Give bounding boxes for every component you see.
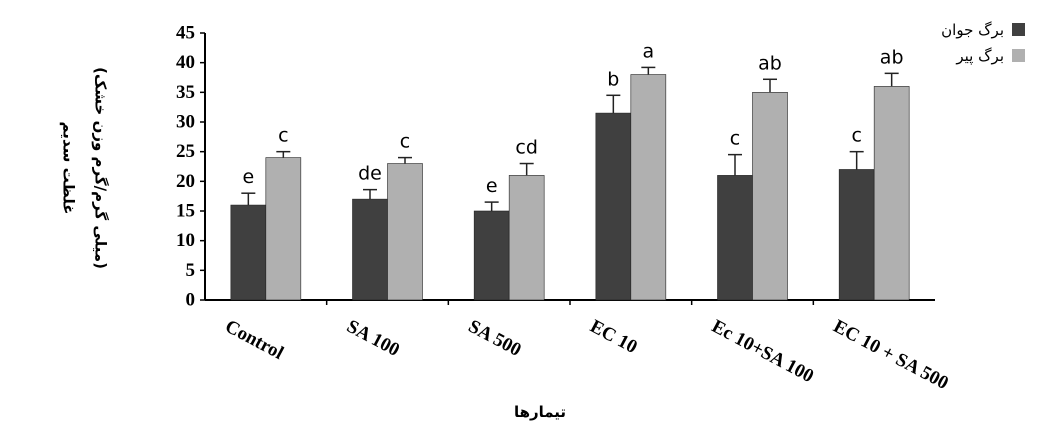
error-bars [241,66,899,211]
axes [204,33,935,301]
y-axis-ticks: 0 5 10 15 20 25 30 35 40 45 [176,23,205,311]
bar [265,157,302,301]
significance-label: e [242,166,254,188]
legend-swatch [1012,49,1025,62]
bar [595,112,632,301]
y-tick-label: 35 [176,82,195,103]
x-tick-label: Ec 10+SA 100 [708,316,817,387]
significance-label: c [278,125,288,147]
significance-label: c [851,125,861,147]
y-tick-label: 30 [176,112,195,133]
y-axis-title-line2: (میلی گرم/گرم وزن خشک) [92,67,110,269]
legend-label: برگ جوان [941,21,1004,39]
bar [752,92,788,301]
x-tick-label: EC 10 + SA 500 [830,316,952,394]
x-tick-label: EC 10 [586,316,640,358]
bar [838,169,875,301]
y-tick-label: 15 [176,201,195,222]
y-tick-label: 45 [176,23,195,44]
significance-label: b [607,68,619,90]
y-tick-label: 10 [176,230,195,251]
legend-label: برگ پیر [955,47,1004,66]
significance-label: e [486,175,498,197]
bar [508,175,545,301]
y-tick-label: 20 [176,171,195,192]
significance-label: c [400,131,410,153]
x-tick-label: SA 500 [465,316,525,361]
y-tick-label: 40 [176,52,195,73]
legend: برگ جوان برگ پیر [941,21,1025,66]
x-tick-label: Control [221,316,286,364]
bar [230,204,267,301]
legend-swatch [1012,23,1025,36]
bar [473,210,510,301]
significance-label: c [730,128,740,150]
significance-label: cd [515,137,538,159]
bar [387,163,423,301]
significance-labels: e de e b c c c c cd a ab ab [242,40,903,197]
bar [717,175,753,301]
bars [230,74,910,301]
y-tick-label: 0 [186,290,196,311]
bar [873,86,910,301]
y-tick-label: 5 [186,260,196,281]
x-axis-labels: Control SA 100 SA 500 EC 10 Ec 10+SA 100 EC 1… [221,300,952,394]
y-axis-title: غلظت سدیم (میلی گرم/گرم وزن خشک) [60,67,110,269]
bar [352,198,388,301]
significance-label: de [358,163,382,185]
significance-label: ab [758,52,782,74]
x-axis-title: تیمارها [514,403,566,421]
x-tick-label: SA 100 [343,316,403,361]
significance-label: a [643,40,655,62]
significance-label: ab [880,46,904,68]
y-axis-title-line1: غلظت سدیم [60,122,78,215]
bar [630,74,667,301]
y-tick-label: 25 [176,141,195,162]
